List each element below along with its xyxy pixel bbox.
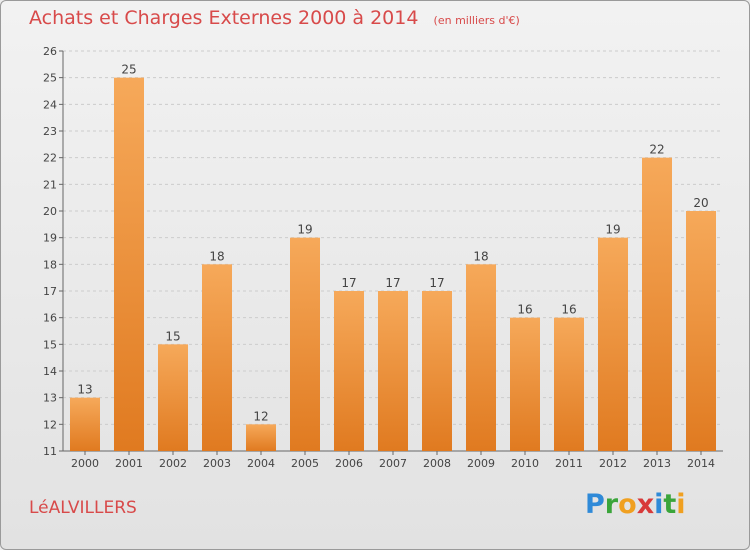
data-label: 15	[165, 329, 180, 343]
logo-letter: t	[663, 489, 677, 520]
y-tick-label: 14	[43, 365, 57, 378]
x-tick-label: 2003	[203, 457, 231, 470]
bar	[158, 344, 188, 451]
y-tick-label: 12	[43, 418, 57, 431]
bar	[510, 317, 540, 451]
x-tick-label: 2000	[71, 457, 99, 470]
y-tick-label: 17	[43, 285, 57, 298]
data-label: 19	[605, 223, 620, 237]
data-label: 17	[385, 276, 400, 290]
x-tick-label: 2013	[643, 457, 671, 470]
y-tick-label: 26	[43, 45, 57, 58]
logo-letter: P	[585, 489, 605, 520]
bar	[70, 397, 100, 451]
data-label: 17	[429, 276, 444, 290]
x-tick-label: 2011	[555, 457, 583, 470]
x-tick-label: 2005	[291, 457, 319, 470]
data-label: 18	[473, 249, 488, 263]
y-tick-label: 24	[43, 98, 57, 111]
y-tick-label: 11	[43, 445, 57, 458]
x-tick-label: 2012	[599, 457, 627, 470]
bar	[642, 157, 672, 451]
bar	[466, 264, 496, 451]
bar	[554, 317, 584, 451]
data-label: 20	[693, 196, 708, 210]
x-tick-label: 2001	[115, 457, 143, 470]
logo-letter: o	[618, 489, 637, 520]
data-label: 13	[77, 383, 92, 397]
bar	[202, 264, 232, 451]
data-label: 16	[517, 303, 532, 317]
y-tick-label: 18	[43, 258, 57, 271]
x-tick-label: 2006	[335, 457, 363, 470]
x-tick-label: 2002	[159, 457, 187, 470]
title-block: Achats et Charges Externes 2000 à 2014 (…	[29, 7, 520, 29]
chart-subtitle: (en milliers d'€)	[433, 14, 520, 27]
data-label: 16	[561, 303, 576, 317]
y-tick-label: 22	[43, 152, 57, 165]
bar	[422, 291, 452, 451]
data-label: 12	[253, 409, 268, 423]
bar	[378, 291, 408, 451]
proxiti-logo: Proxiti	[585, 489, 686, 520]
x-tick-label: 2014	[687, 457, 715, 470]
logo-letter: r	[604, 489, 619, 520]
y-tick-label: 20	[43, 205, 57, 218]
data-label: 17	[341, 276, 356, 290]
bar	[114, 77, 144, 452]
y-tick-label: 16	[43, 312, 57, 325]
y-tick-label: 25	[43, 72, 57, 85]
bar	[246, 424, 276, 451]
y-tick-label: 23	[43, 125, 57, 138]
bar	[290, 237, 320, 451]
y-tick-label: 21	[43, 178, 57, 191]
bar	[334, 291, 364, 451]
data-label: 25	[121, 63, 136, 77]
chart-title: Achats et Charges Externes 2000 à 2014	[29, 7, 419, 29]
data-label: 18	[209, 249, 224, 263]
y-tick-label: 19	[43, 232, 57, 245]
x-tick-label: 2008	[423, 457, 451, 470]
bar	[686, 211, 716, 451]
x-tick-label: 2010	[511, 457, 539, 470]
x-tick-label: 2009	[467, 457, 495, 470]
data-label: 19	[297, 223, 312, 237]
logo-letter: i	[676, 489, 686, 520]
logo-letter: x	[636, 489, 655, 520]
x-tick-label: 2007	[379, 457, 407, 470]
y-tick-label: 15	[43, 338, 57, 351]
logo-letter: i	[654, 489, 664, 520]
data-label: 22	[649, 143, 664, 157]
bar	[598, 237, 628, 451]
y-tick-label: 13	[43, 392, 57, 405]
location-label: LéALVILLERS	[29, 498, 137, 518]
x-tick-label: 2004	[247, 457, 275, 470]
